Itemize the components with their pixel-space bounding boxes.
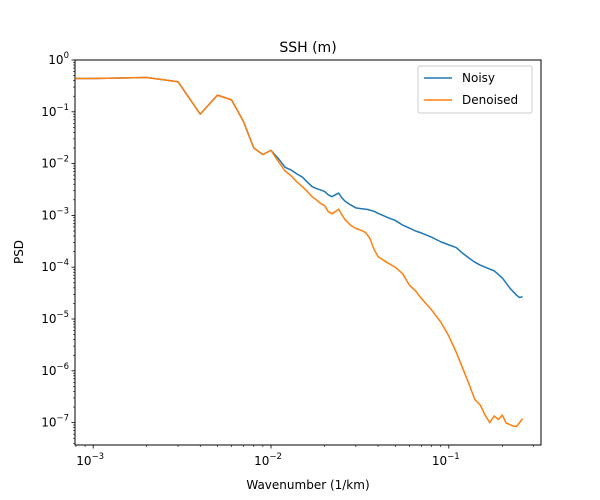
y-tick-label: 10−2 xyxy=(41,155,69,171)
y-tick-label: 10−3 xyxy=(41,206,69,222)
y-tick-label: 10−6 xyxy=(41,362,69,378)
chart-title: SSH (m) xyxy=(279,40,336,56)
legend-label-denoised: Denoised xyxy=(462,93,518,107)
x-tick-label: 10−3 xyxy=(76,452,104,468)
legend-label-noisy: Noisy xyxy=(462,71,495,85)
x-axis-label: Wavenumber (1/km) xyxy=(246,478,369,492)
y-axis-label: PSD xyxy=(12,240,26,264)
x-axis-ticks: 10−3 10−2 10−1 xyxy=(75,445,534,468)
y-tick-label: 10−5 xyxy=(41,310,69,326)
x-tick-label: 10−2 xyxy=(254,452,282,468)
y-axis-ticks: 10−7 10−6 10−5 10−4 10−3 10−2 10−1 100 xyxy=(41,51,75,444)
y-tick-label: 10−4 xyxy=(41,258,69,274)
series-layer xyxy=(75,76,524,428)
legend: Noisy Denoised xyxy=(417,65,533,114)
x-tick-label: 10−1 xyxy=(432,452,460,468)
y-tick-label: 10−7 xyxy=(41,414,69,430)
y-tick-label: 10−1 xyxy=(41,103,69,119)
plot-area: 10−3 10−2 10−1 10−710−610−510−410−310−210−… xyxy=(41,51,542,468)
axes-frame xyxy=(74,59,542,446)
series-line-denoised xyxy=(75,76,524,428)
y-tick-label: 100 xyxy=(48,51,69,67)
